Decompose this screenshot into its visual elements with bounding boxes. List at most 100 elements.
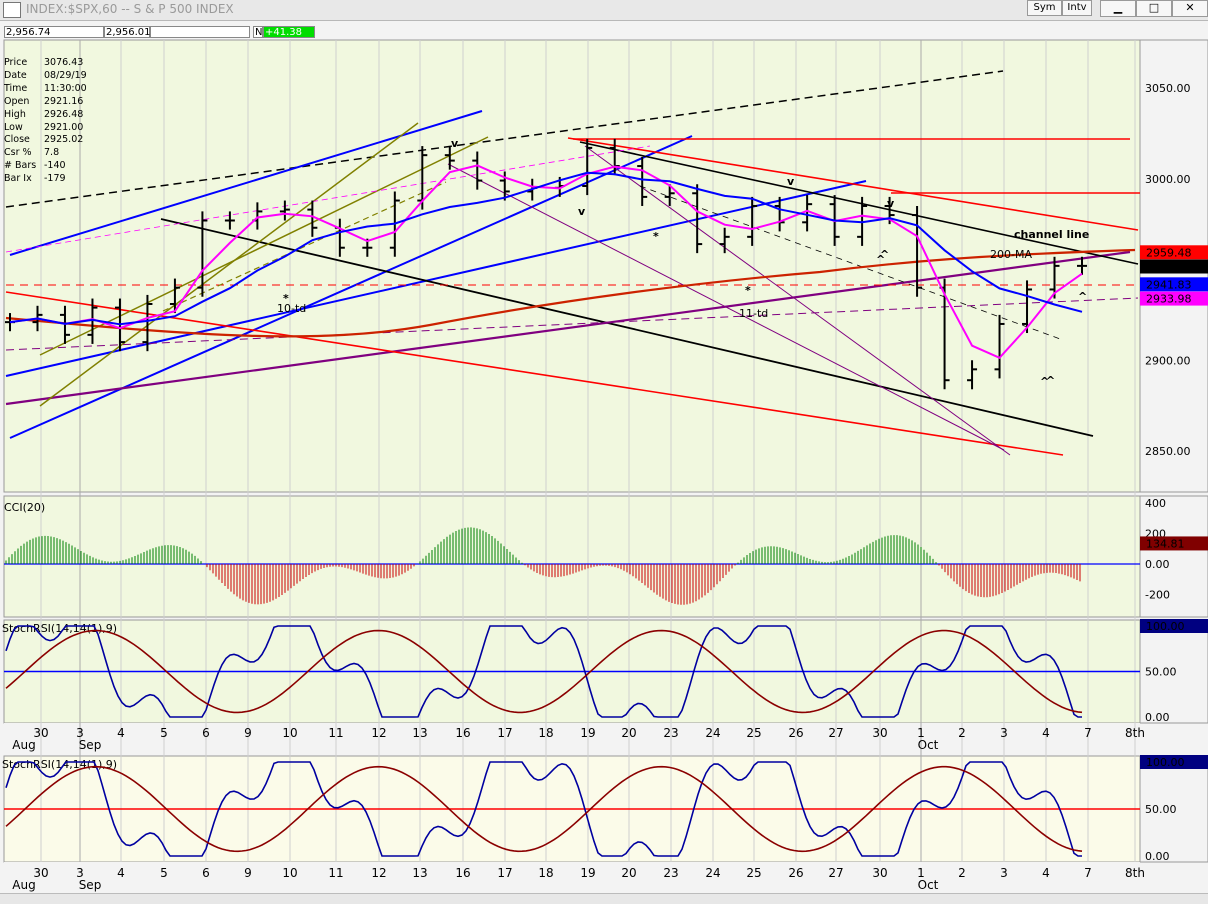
stochrsi-signal-line (5, 629, 1083, 714)
info-value: 2925.02 (44, 134, 84, 146)
info-value: -140 (44, 160, 66, 172)
trend-line (5, 250, 1131, 406)
cci-tick-label: 400 (1145, 497, 1166, 510)
info-value: 3076.43 (44, 57, 84, 68)
quote-strip: 2,956.74 2,956.01 N +41.38 (0, 21, 1140, 40)
signal-mark: v (887, 197, 895, 210)
stoch-value-box (1140, 619, 1208, 633)
trend-line (5, 145, 651, 253)
trend-line (162, 181, 447, 312)
info-row: Low 2921.00 (4, 122, 87, 135)
price-label-box (1140, 291, 1208, 306)
date-tick-label: 20 (621, 866, 636, 880)
month-label: Oct (918, 878, 939, 892)
date-tick-label: 1 (917, 726, 925, 740)
date-axis-strip-bottom (4, 862, 1140, 892)
date-tick-label: 2 (958, 726, 966, 740)
info-value: 11:30:00 (44, 82, 87, 94)
date-tick-label: 13 (412, 726, 427, 740)
moving-average-200 (5, 248, 1136, 338)
date-tick-label: 4 (1042, 726, 1050, 740)
date-tick-label: 30 (33, 726, 48, 740)
cursor-info-panel: Price 3076.43 Date 08/29/19 Time 11:30:00 Open… (4, 57, 87, 186)
maximize-icon[interactable]: □ (1136, 0, 1172, 17)
month-label: Aug (12, 878, 35, 892)
signal-mark: ^ (1046, 374, 1055, 387)
date-tick-label: 4 (1042, 866, 1050, 880)
signal-mark: ^ (880, 248, 889, 261)
price-label-box (1140, 245, 1208, 260)
trend-line (639, 185, 1064, 341)
quote-cell-2: 2,956.01 (104, 26, 151, 38)
close-icon[interactable]: ✕ (1172, 0, 1208, 17)
trend-line (5, 70, 1004, 208)
date-tick-label: 25 (746, 726, 761, 740)
month-label: Oct (918, 738, 939, 752)
price-tick-label: 2900.00 (1145, 354, 1191, 367)
date-tick-label: 19 (580, 726, 595, 740)
info-value: 2921.16 (44, 95, 84, 107)
trend-line (567, 137, 1139, 231)
quote-cell-blank (150, 26, 250, 38)
info-row: Time 11:30:00 (4, 83, 87, 96)
date-tick-label: 13 (412, 866, 427, 880)
annotation-label: 200-MA (990, 248, 1032, 261)
date-tick-label: 23 (663, 866, 678, 880)
date-tick-label: 5 (160, 726, 168, 740)
date-tick-label: 16 (455, 726, 470, 740)
quote-cell-1: 2,956.74 (4, 26, 104, 38)
date-tick-label: 3 (76, 866, 84, 880)
cci-histogram (5, 527, 1081, 605)
date-tick-label: 23 (663, 726, 678, 740)
date-tick-label: 26 (788, 726, 803, 740)
annotation-label: 11-td (739, 307, 768, 320)
window-titlebar: INDEX:$SPX,60 -- S & P 500 INDEX Sym Int… (0, 0, 1208, 21)
date-tick-label: 12 (371, 866, 386, 880)
horizontal-scrollbar[interactable] (0, 893, 1208, 904)
date-tick-label: 27 (828, 866, 843, 880)
date-tick-label: 27 (828, 726, 843, 740)
date-tick-label: 6 (202, 866, 210, 880)
date-tick-label: 7 (1084, 866, 1092, 880)
stoch-value-label: 100.00 (1146, 620, 1185, 633)
date-tick-label: 8th (1125, 726, 1145, 740)
signal-mark: v (451, 137, 459, 150)
quote-cell-flag: N (253, 26, 263, 38)
info-label: Csr % (4, 147, 32, 159)
signal-mark: * (653, 230, 659, 243)
chart-app-icon (3, 2, 21, 18)
date-tick-label: 4 (117, 866, 125, 880)
date-axis-strip (4, 723, 1140, 755)
date-tick-label: 26 (788, 866, 803, 880)
date-tick-label: 16 (455, 866, 470, 880)
cci-title: CCI(20) (4, 501, 45, 514)
info-value: 08/29/19 (44, 69, 87, 81)
intv-button[interactable]: Intv (1062, 0, 1092, 16)
info-label: Date (4, 69, 27, 81)
sym-button[interactable]: Sym (1027, 0, 1062, 16)
signal-mark: v (787, 175, 795, 188)
date-tick-label: 3 (1000, 726, 1008, 740)
trend-line (39, 136, 489, 356)
minimize-icon[interactable]: ▁ (1100, 0, 1136, 17)
date-tick-label: 5 (160, 866, 168, 880)
stochrsi-line (5, 761, 1082, 857)
moving-average-magenta (9, 164, 1083, 360)
price-label-box (1140, 277, 1208, 292)
info-value: -179 (44, 173, 66, 185)
date-tick-label: 9 (244, 866, 252, 880)
info-label: Bar Ix (4, 173, 32, 185)
info-value: 7.8 (44, 147, 60, 159)
cci-tick-label: 0.00 (1145, 558, 1170, 571)
stoch-value-box (1140, 755, 1208, 769)
cci-tick-label: -200 (1145, 589, 1170, 602)
date-tick-label: 12 (371, 726, 386, 740)
trend-line (579, 141, 1139, 265)
date-tick-label: 30 (33, 866, 48, 880)
stoch-value-label: 100.00 (1146, 756, 1185, 769)
trend-line (160, 218, 1094, 437)
stoch-tick-label: 50.00 (1145, 803, 1177, 816)
date-tick-label: 30 (872, 866, 887, 880)
price-label-text: 2933.98 (1146, 293, 1192, 306)
